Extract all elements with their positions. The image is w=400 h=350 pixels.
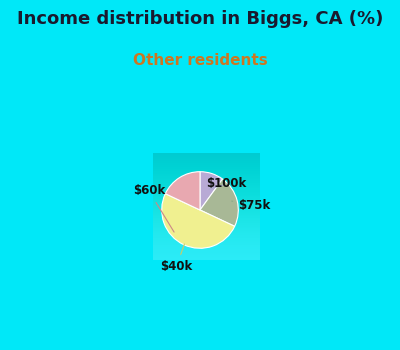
Wedge shape [200, 179, 238, 226]
Wedge shape [200, 172, 222, 210]
Text: Other residents: Other residents [133, 52, 267, 68]
Wedge shape [165, 172, 200, 210]
Text: $40k: $40k [160, 244, 193, 273]
Text: $100k: $100k [206, 177, 247, 190]
Text: $60k: $60k [133, 184, 174, 232]
Text: $75k: $75k [232, 199, 270, 212]
Text: Income distribution in Biggs, CA (%): Income distribution in Biggs, CA (%) [17, 10, 383, 28]
Wedge shape [162, 194, 235, 248]
